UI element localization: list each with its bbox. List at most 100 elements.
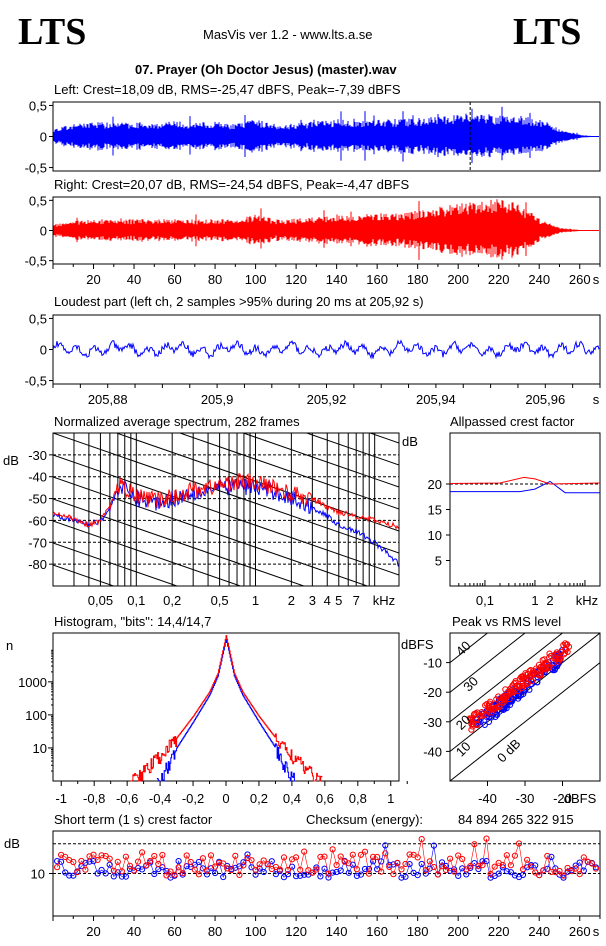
checksum-label: Checksum (energy): (306, 812, 424, 827)
stc-point-right (216, 859, 223, 866)
stc-point-left (54, 858, 61, 865)
stc-point-right (475, 862, 482, 870)
loudest-part-chart: 0,5 0 -0,5 205,88 205,9 205,92 205,94 205,96 s (25, 311, 601, 407)
app-title: MasVis ver 1.2 - www.lts.a.se (203, 27, 373, 42)
pvr-point-right (507, 688, 514, 695)
pvr-point-right (541, 656, 548, 663)
stc-point-right (394, 859, 401, 866)
allpassed-frame (449, 432, 601, 587)
loudest-x-tick-label: 205,92 (307, 392, 347, 407)
stc-point-right (544, 852, 551, 860)
stc-point-right (519, 866, 527, 873)
stc-point-left (475, 865, 482, 873)
stc-point-right (463, 866, 470, 873)
spectrum-slope-line (241, 433, 399, 488)
pvr-point-right (530, 667, 537, 675)
stc-point-right (260, 857, 267, 864)
allpassed-series-right (449, 476, 601, 485)
histogram-frame (52, 632, 400, 782)
spectrum-y-tick-label: -40 (28, 470, 47, 485)
stc-point-right (313, 866, 320, 873)
histogram-series-right (130, 635, 323, 782)
stc-point-right (378, 868, 385, 875)
stc-x-tick-label: 120 (285, 924, 307, 939)
pvr-point-right (499, 695, 506, 702)
loudest-y-tick-label: 0,5 (29, 311, 47, 326)
pvr-x-tick-label: -30 (516, 791, 535, 806)
stc-point-right (398, 866, 405, 873)
stc-point-left (357, 871, 364, 878)
stc-point-right (179, 870, 186, 877)
right-x-tick-label: 20 (86, 272, 100, 287)
stc-point-right (576, 871, 583, 878)
stc-point-left (544, 865, 551, 872)
pvr-point-right (479, 712, 486, 719)
stc-point-left (62, 869, 69, 876)
stc-point-left (260, 868, 267, 876)
allpassed-y-tick-label: 5 (435, 554, 442, 569)
pvr-y-tick-label: -20 (423, 685, 442, 700)
spectrum-y-unit: dB (3, 453, 19, 468)
stc-point-right (357, 851, 364, 858)
stc-point-right (301, 848, 308, 855)
spectrum-y-tick-label: -70 (28, 535, 47, 550)
spectrum-y-tick-label: -60 (28, 513, 47, 528)
spectrum-x-tick-label: 5 (335, 593, 342, 608)
stc-point-right (333, 861, 340, 869)
right-x-tick-label: 200 (447, 272, 469, 287)
pvr-point-right (563, 641, 570, 649)
pvr-point-right (535, 661, 543, 669)
stc-point-right (467, 863, 474, 870)
stc-point-left (414, 872, 421, 879)
stc-point-left (212, 869, 219, 877)
stc-point-right (264, 861, 271, 868)
right-x-tick-label: 160 (366, 272, 388, 287)
pvr-point-right (541, 666, 548, 673)
allpassed-y-unit: dB (402, 434, 418, 449)
spectrum-x-tick-label: 0,05 (88, 593, 113, 608)
spectrum-x-tick-label: 0,1 (127, 593, 145, 608)
stc-point-left (203, 871, 211, 878)
pvr-point-right (562, 650, 569, 657)
stc-point-right (524, 856, 531, 863)
spectrum-x-tick-label: 3 (309, 593, 316, 608)
stc-x-tick-label: 20 (86, 924, 100, 939)
left-y-tick-label: 0,5 (29, 98, 47, 113)
left-waveform-chart: 0,5 0 -0,5 (25, 98, 601, 176)
pvr-crest-line (450, 633, 564, 723)
stc-point-right (414, 854, 421, 861)
histogram-x-tick-label: -0,2 (182, 791, 204, 806)
right-x-tick-label: 100 (245, 272, 267, 287)
logo-left: LTS (18, 11, 87, 53)
stc-point-right (564, 864, 571, 872)
stc-point-right (309, 869, 316, 876)
right-y-tick-label: 0,5 (29, 193, 47, 208)
spectrum-slope-line (53, 564, 116, 586)
stc-point-right (426, 858, 433, 865)
spectrum-slope-line (53, 631, 399, 751)
right-x-tick-label: 40 (127, 272, 141, 287)
loudest-x-tick-label: 205,9 (201, 392, 234, 407)
stc-point-right (422, 867, 429, 874)
spectrum-x-tick-label: kHz (373, 593, 395, 608)
pvr-point-right (489, 706, 496, 713)
stc-point-left (268, 858, 275, 865)
pvr-x-tick-label: -40 (478, 791, 497, 806)
spectrum-slope-line (53, 433, 399, 554)
stc-point-left (519, 871, 527, 879)
stc-point-right (511, 852, 519, 859)
pvr-frame (449, 632, 601, 782)
stc-x-tick-label: 260 (569, 924, 591, 939)
stc-point-right (293, 854, 300, 861)
pvr-diagonal-label: 0 dB (494, 736, 524, 766)
stc-point-right (329, 846, 336, 853)
left-channel-label: Left: Crest=18,09 dB, RMS=-25,47 dBFS, P… (54, 82, 401, 97)
stc-point-right (418, 836, 425, 843)
stc-x-tick-label: 80 (208, 924, 222, 939)
stc-point-left (459, 865, 466, 872)
pvr-point-right (480, 710, 487, 717)
spectrum-slope-line (53, 675, 399, 795)
pvr-diagonal-label: 40 (453, 638, 474, 659)
stc-point-left (139, 866, 146, 873)
